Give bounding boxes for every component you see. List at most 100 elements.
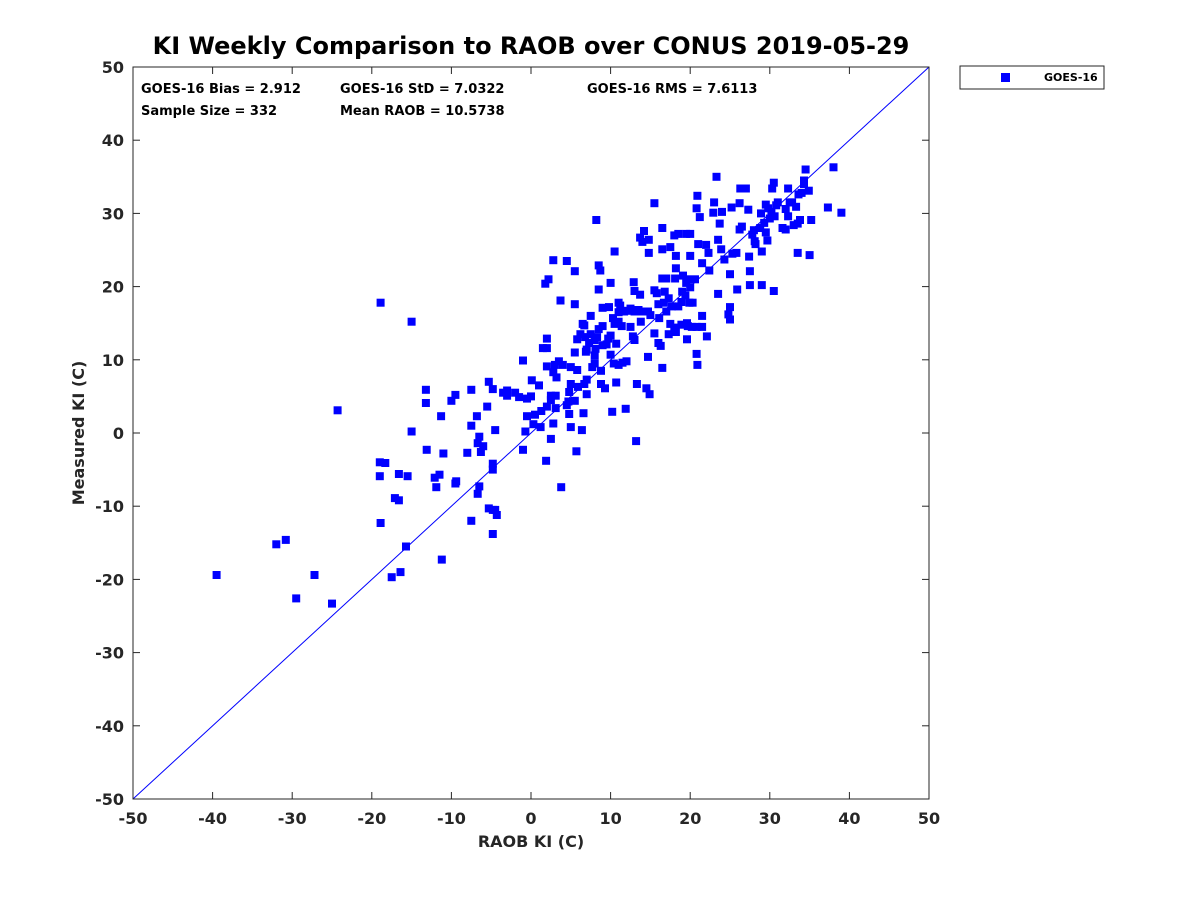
data-point [744,205,753,214]
y-tick-label: -20 [95,570,124,589]
data-point [503,386,512,395]
data-point [646,311,655,320]
data-point [542,456,551,465]
data-point [666,243,675,252]
data-point [614,317,623,326]
data-point [656,341,665,350]
data-point [784,212,793,221]
data-point [529,420,538,429]
data-point [564,397,573,406]
one-to-one-reference-line [132,66,930,800]
data-point [521,427,530,436]
data-point [531,410,539,419]
data-point [472,412,481,421]
x-tick-label: -20 [357,809,386,828]
data-point [272,540,281,549]
stat-std: GOES-16 StD = 7.0322 [340,82,504,97]
data-point [726,270,734,279]
data-point [837,208,846,217]
data-point [570,348,579,357]
data-point [546,434,555,443]
data-point [804,186,813,195]
x-tick-label: 40 [838,809,860,828]
data-point [698,322,707,331]
data-point [467,385,476,394]
data-point [333,406,342,415]
data-point [727,203,736,212]
data-point [671,264,680,273]
data-point [671,251,680,260]
data-point [688,298,697,307]
data-point [660,287,669,296]
data-point [580,321,589,330]
data-point [421,385,430,394]
x-tick-label: -10 [437,809,466,828]
data-point [537,407,546,415]
data-point [671,274,680,283]
x-tick-label: 20 [679,809,701,828]
legend-marker-square [1001,73,1010,82]
y-tick-label: 20 [102,278,124,297]
data-point [566,380,575,388]
data-point [527,376,536,385]
data-point [451,390,460,399]
data-point [430,473,439,482]
data-point [483,402,492,411]
data-point [574,382,582,391]
data-point [718,207,726,216]
data-point [376,519,385,527]
data-point [473,439,482,448]
data-point [602,340,611,349]
data-point [662,274,671,283]
data-point [769,178,778,187]
data-point [714,289,723,298]
data-point [677,298,686,306]
data-point [597,380,605,388]
data-point [590,359,599,368]
data-point [702,240,711,249]
x-axis-label: RAOB KI (C) [478,832,584,851]
data-point [658,224,667,232]
data-point [473,489,482,498]
data-point [756,224,765,232]
data-point [698,259,707,268]
data-point [724,310,733,319]
data-point [800,176,808,185]
data-point [745,281,754,290]
data-point [535,381,543,390]
data-point [557,483,566,492]
data-point [549,256,558,265]
data-point [683,275,691,284]
data-point [709,208,718,217]
data-point [437,555,446,564]
data-point [622,357,631,366]
data-point [767,207,776,216]
data-point [375,472,384,481]
data-point [597,366,605,375]
data-point [601,384,609,393]
data-point [674,302,683,311]
data-point [664,294,673,303]
data-point [396,568,405,577]
x-tick-label: 50 [918,809,940,828]
data-point [610,247,619,256]
data-point [476,448,485,456]
data-point [551,391,560,400]
x-tick-label: -40 [198,809,227,828]
data-point [556,296,565,305]
data-point [748,230,757,239]
data-point [760,218,769,227]
data-point [452,477,461,486]
data-point [636,233,645,242]
data-point [488,530,497,538]
chart-title: KI Weekly Comparison to RAOB over CONUS … [153,32,910,60]
data-point [692,349,701,358]
data-point [527,392,535,401]
data-point [546,391,555,400]
data-point [745,267,754,276]
data-point [544,275,553,284]
data-point [582,390,591,399]
data-point [686,283,695,292]
y-tick-label: -40 [95,717,124,736]
data-point [677,320,686,329]
